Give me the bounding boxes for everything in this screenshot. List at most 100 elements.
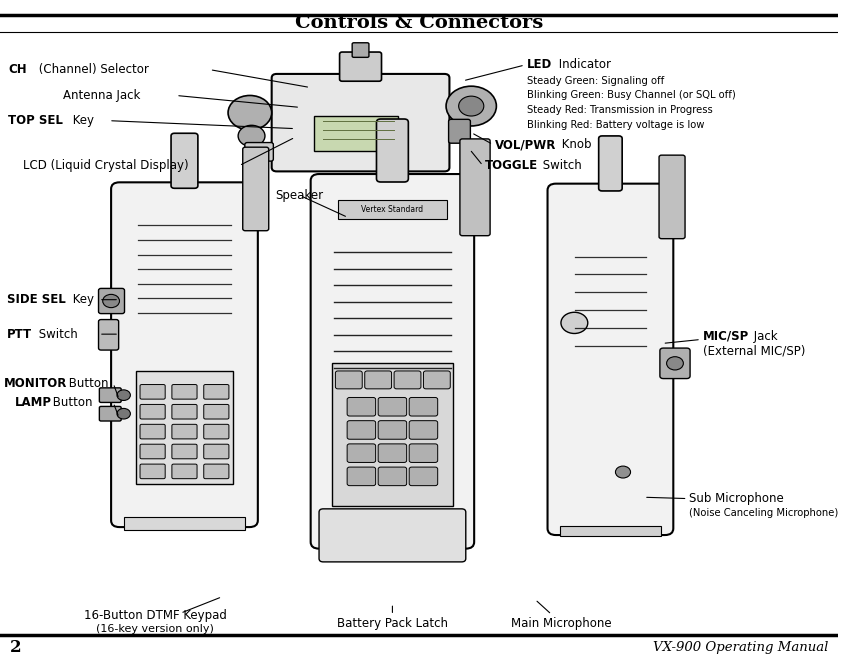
FancyBboxPatch shape: [365, 371, 391, 389]
Text: SIDE SEL: SIDE SEL: [7, 293, 65, 306]
Circle shape: [238, 125, 265, 147]
Circle shape: [228, 95, 272, 130]
FancyBboxPatch shape: [660, 348, 690, 379]
Text: TOGGLE: TOGGLE: [484, 159, 538, 172]
Text: LCD (Liquid Crystal Display): LCD (Liquid Crystal Display): [23, 159, 189, 172]
Text: VX-900 Operating Manual: VX-900 Operating Manual: [653, 640, 828, 654]
Circle shape: [458, 96, 483, 116]
FancyBboxPatch shape: [172, 444, 197, 459]
FancyBboxPatch shape: [140, 444, 165, 459]
Text: TOP SEL: TOP SEL: [9, 114, 63, 127]
Bar: [123, 517, 246, 530]
Text: Button: Button: [49, 396, 92, 409]
FancyBboxPatch shape: [204, 385, 229, 399]
Text: (Noise Canceling Microphone): (Noise Canceling Microphone): [689, 508, 838, 518]
FancyBboxPatch shape: [394, 371, 421, 389]
FancyBboxPatch shape: [204, 404, 229, 419]
FancyBboxPatch shape: [140, 424, 165, 439]
Circle shape: [561, 312, 588, 333]
Text: 16-Button DTMF Keypad: 16-Button DTMF Keypad: [83, 609, 227, 622]
Bar: [332, 363, 453, 505]
Text: Controls & Connectors: Controls & Connectors: [295, 14, 543, 32]
FancyBboxPatch shape: [378, 467, 407, 486]
FancyBboxPatch shape: [548, 184, 674, 535]
Circle shape: [446, 86, 496, 126]
Circle shape: [117, 408, 130, 419]
Bar: [135, 371, 233, 484]
Circle shape: [667, 357, 683, 370]
FancyBboxPatch shape: [272, 74, 450, 172]
FancyBboxPatch shape: [409, 467, 437, 486]
FancyBboxPatch shape: [659, 155, 685, 239]
FancyBboxPatch shape: [111, 182, 258, 527]
FancyBboxPatch shape: [204, 464, 229, 479]
Text: 2: 2: [10, 638, 22, 656]
Circle shape: [102, 294, 120, 308]
Bar: [338, 200, 447, 219]
FancyBboxPatch shape: [347, 444, 376, 463]
FancyBboxPatch shape: [99, 406, 122, 421]
Text: Switch: Switch: [539, 159, 582, 172]
Circle shape: [117, 390, 130, 400]
Text: Button: Button: [65, 377, 108, 390]
Text: Jack: Jack: [751, 330, 778, 343]
FancyBboxPatch shape: [172, 424, 197, 439]
FancyBboxPatch shape: [172, 385, 197, 399]
Text: PTT: PTT: [7, 328, 32, 341]
Text: Antenna Jack: Antenna Jack: [62, 89, 141, 102]
Bar: [560, 526, 661, 536]
FancyBboxPatch shape: [347, 421, 376, 440]
FancyBboxPatch shape: [378, 398, 407, 416]
Text: Battery Pack Latch: Battery Pack Latch: [337, 617, 448, 630]
FancyBboxPatch shape: [172, 464, 197, 479]
Text: Vertex Standard: Vertex Standard: [361, 205, 424, 214]
FancyBboxPatch shape: [378, 444, 407, 463]
Text: MIC/SP: MIC/SP: [703, 330, 749, 343]
Text: Key: Key: [69, 293, 94, 306]
Text: Blinking Green: Busy Channel (or SQL off): Blinking Green: Busy Channel (or SQL off…: [527, 90, 735, 101]
FancyBboxPatch shape: [204, 444, 229, 459]
FancyBboxPatch shape: [347, 467, 376, 486]
Text: Indicator: Indicator: [555, 58, 611, 72]
FancyBboxPatch shape: [99, 320, 119, 350]
FancyBboxPatch shape: [204, 424, 229, 439]
FancyBboxPatch shape: [339, 52, 382, 82]
FancyBboxPatch shape: [171, 133, 198, 188]
Text: (External MIC/SP): (External MIC/SP): [703, 345, 805, 358]
FancyBboxPatch shape: [409, 444, 437, 463]
Circle shape: [615, 466, 630, 478]
Text: Main Microphone: Main Microphone: [511, 617, 612, 630]
Text: LED: LED: [527, 58, 552, 72]
Text: Blinking Red: Battery voltage is low: Blinking Red: Battery voltage is low: [527, 119, 704, 130]
Text: Steady Red: Transmission in Progress: Steady Red: Transmission in Progress: [527, 105, 713, 115]
FancyBboxPatch shape: [311, 174, 474, 549]
Text: Switch: Switch: [36, 328, 78, 341]
Text: LAMP: LAMP: [15, 396, 52, 409]
Text: CH: CH: [9, 63, 27, 76]
FancyBboxPatch shape: [99, 288, 124, 314]
Text: Sub Microphone: Sub Microphone: [689, 492, 784, 505]
FancyBboxPatch shape: [378, 421, 407, 440]
Text: MONITOR: MONITOR: [4, 377, 68, 390]
FancyBboxPatch shape: [352, 43, 369, 58]
FancyBboxPatch shape: [424, 371, 450, 389]
FancyBboxPatch shape: [599, 136, 622, 191]
Text: Knob: Knob: [558, 138, 592, 151]
FancyBboxPatch shape: [243, 147, 269, 231]
Text: VOL/PWR: VOL/PWR: [495, 138, 556, 151]
Text: Speaker: Speaker: [275, 189, 323, 202]
Text: (Channel) Selector: (Channel) Selector: [36, 63, 149, 76]
Text: (16-key version only): (16-key version only): [96, 623, 214, 634]
FancyBboxPatch shape: [335, 371, 362, 389]
FancyBboxPatch shape: [460, 139, 490, 236]
FancyBboxPatch shape: [99, 388, 122, 402]
FancyBboxPatch shape: [319, 509, 466, 562]
FancyBboxPatch shape: [140, 464, 165, 479]
FancyBboxPatch shape: [245, 143, 273, 161]
FancyBboxPatch shape: [409, 398, 437, 416]
FancyBboxPatch shape: [140, 404, 165, 419]
FancyBboxPatch shape: [172, 404, 197, 419]
FancyBboxPatch shape: [140, 385, 165, 399]
FancyBboxPatch shape: [449, 119, 470, 143]
Text: Key: Key: [69, 114, 94, 127]
